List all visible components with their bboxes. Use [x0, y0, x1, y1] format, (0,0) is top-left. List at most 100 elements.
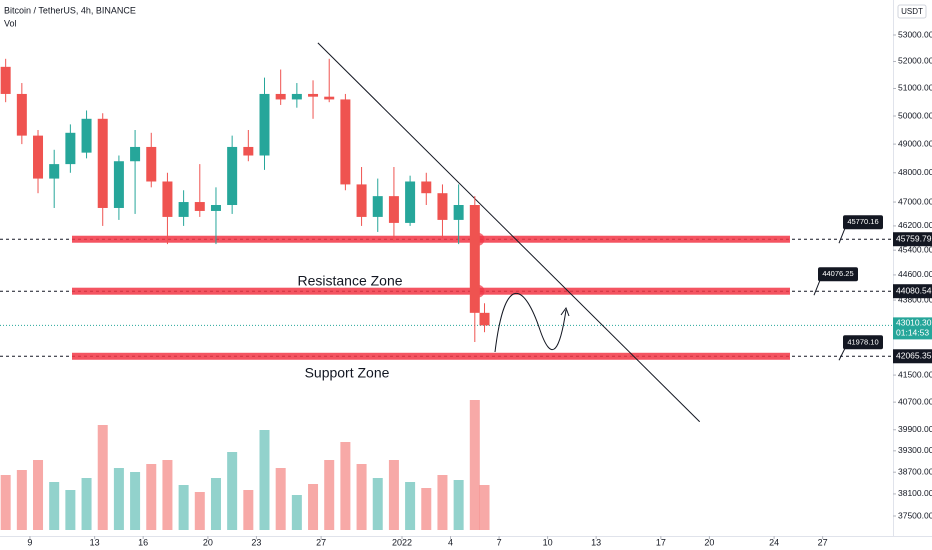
volume-bar	[469, 400, 480, 530]
candle-body	[291, 93, 302, 100]
level-price-label: 45759.79	[896, 233, 932, 243]
candle-body	[453, 205, 464, 220]
level-price-label: 44080.54	[896, 285, 932, 295]
candle-body	[113, 161, 124, 208]
candle-body	[81, 118, 92, 153]
tag-pointer	[813, 280, 821, 296]
y-tick-label: 52000.00	[898, 56, 932, 66]
candle-body	[308, 93, 319, 97]
tag-label: 44076.25	[822, 269, 853, 278]
x-tick-label: 27	[818, 537, 828, 547]
candle-body	[324, 96, 335, 100]
level-price-box	[893, 232, 932, 247]
volume-bar	[178, 485, 189, 530]
currency-box[interactable]	[897, 4, 927, 19]
tag-label: 45770.16	[847, 217, 878, 226]
x-tick-label: 4	[448, 537, 453, 547]
volume-bar	[49, 482, 60, 530]
trendline	[317, 42, 701, 423]
support-label: Support Zone	[305, 365, 390, 381]
candle-body	[227, 146, 238, 206]
volume-bar	[437, 475, 448, 530]
volume-bar	[340, 442, 351, 530]
candle-body	[130, 146, 141, 162]
y-tick-label: 51000.00	[898, 83, 932, 93]
x-tick-label: 13	[90, 537, 100, 547]
tag-box	[843, 215, 883, 230]
chart-title: Bitcoin / TetherUS, 4h, BINANCE	[4, 5, 136, 15]
volume-bar	[16, 470, 27, 530]
candle-body	[469, 205, 480, 313]
volume-label: Vol	[4, 18, 17, 28]
volume-bar	[479, 485, 490, 530]
level-price-box	[893, 284, 932, 299]
volume-bar	[421, 488, 432, 530]
candle-body	[388, 196, 399, 223]
volume-bar	[33, 460, 44, 530]
y-tick-label: 43800.00	[898, 294, 932, 304]
y-tick-label: 38100.00	[898, 488, 932, 498]
price-pane	[0, 58, 490, 342]
y-tick-label: 39300.00	[898, 445, 932, 455]
y-tick-label: 44600.00	[898, 269, 932, 279]
candle-body	[479, 312, 490, 326]
x-tick-label: 10	[543, 537, 553, 547]
volume-bar	[308, 484, 319, 530]
x-tick-label: 13	[591, 537, 601, 547]
volume-bar	[243, 490, 254, 530]
candle-body	[243, 146, 254, 156]
projection-arrow	[494, 292, 567, 353]
x-tick-label: 2022	[392, 537, 412, 547]
volume-bar	[405, 482, 416, 530]
candle-body	[65, 132, 76, 165]
level-price-label: 42065.35	[896, 351, 932, 361]
candle-body	[16, 93, 27, 136]
x-tick-label: 9	[27, 537, 32, 547]
volume-bar	[259, 430, 270, 530]
candle-body	[49, 164, 60, 179]
y-tick-label: 40700.00	[898, 396, 932, 406]
tag-box	[843, 335, 883, 350]
volume-bar	[97, 425, 108, 530]
last-price-box	[893, 317, 932, 340]
volume-bar	[372, 478, 383, 530]
volume-bar	[162, 460, 173, 530]
volume-bar	[453, 480, 464, 530]
candle-body	[421, 181, 432, 194]
axes: 53000.00 52000.00 51000.00 50000.00 49000.00…	[27, 29, 932, 547]
volume-pane	[0, 400, 490, 530]
x-tick-label: 20	[203, 537, 213, 547]
y-tick-label: 48000.00	[898, 167, 932, 177]
candle-body	[194, 202, 205, 211]
x-tick-label: 16	[138, 537, 148, 547]
candle-body	[275, 93, 286, 100]
candle-body	[405, 181, 416, 223]
volume-bar	[356, 464, 367, 530]
tag-label: 41978.10	[847, 337, 878, 346]
candle-body	[340, 99, 351, 185]
candle-body	[0, 66, 11, 94]
x-tick-label: 20	[704, 537, 714, 547]
volume-bar	[388, 460, 399, 530]
volume-bar	[227, 452, 238, 530]
countdown: 01:14:53	[896, 328, 929, 338]
candle-body	[33, 135, 44, 179]
y-tick-label: 49000.00	[898, 138, 932, 148]
currency: USDT	[901, 7, 923, 16]
x-tick-label: 24	[769, 537, 779, 547]
y-tick-label: 47000.00	[898, 196, 932, 206]
tag-box	[818, 267, 858, 282]
arrow-head	[560, 306, 570, 317]
y-tick-label: 46200.00	[898, 220, 932, 230]
volume-bar	[210, 478, 221, 530]
tag-pointer	[838, 228, 846, 244]
y-tick-label: 38700.00	[898, 466, 932, 476]
volume-bar	[81, 478, 92, 530]
x-tick-label: 27	[316, 537, 326, 547]
resistance-label: Resistance Zone	[297, 273, 402, 289]
y-tick-label: 50000.00	[898, 110, 932, 120]
zone-bar	[72, 352, 790, 360]
candle-body	[162, 181, 173, 217]
